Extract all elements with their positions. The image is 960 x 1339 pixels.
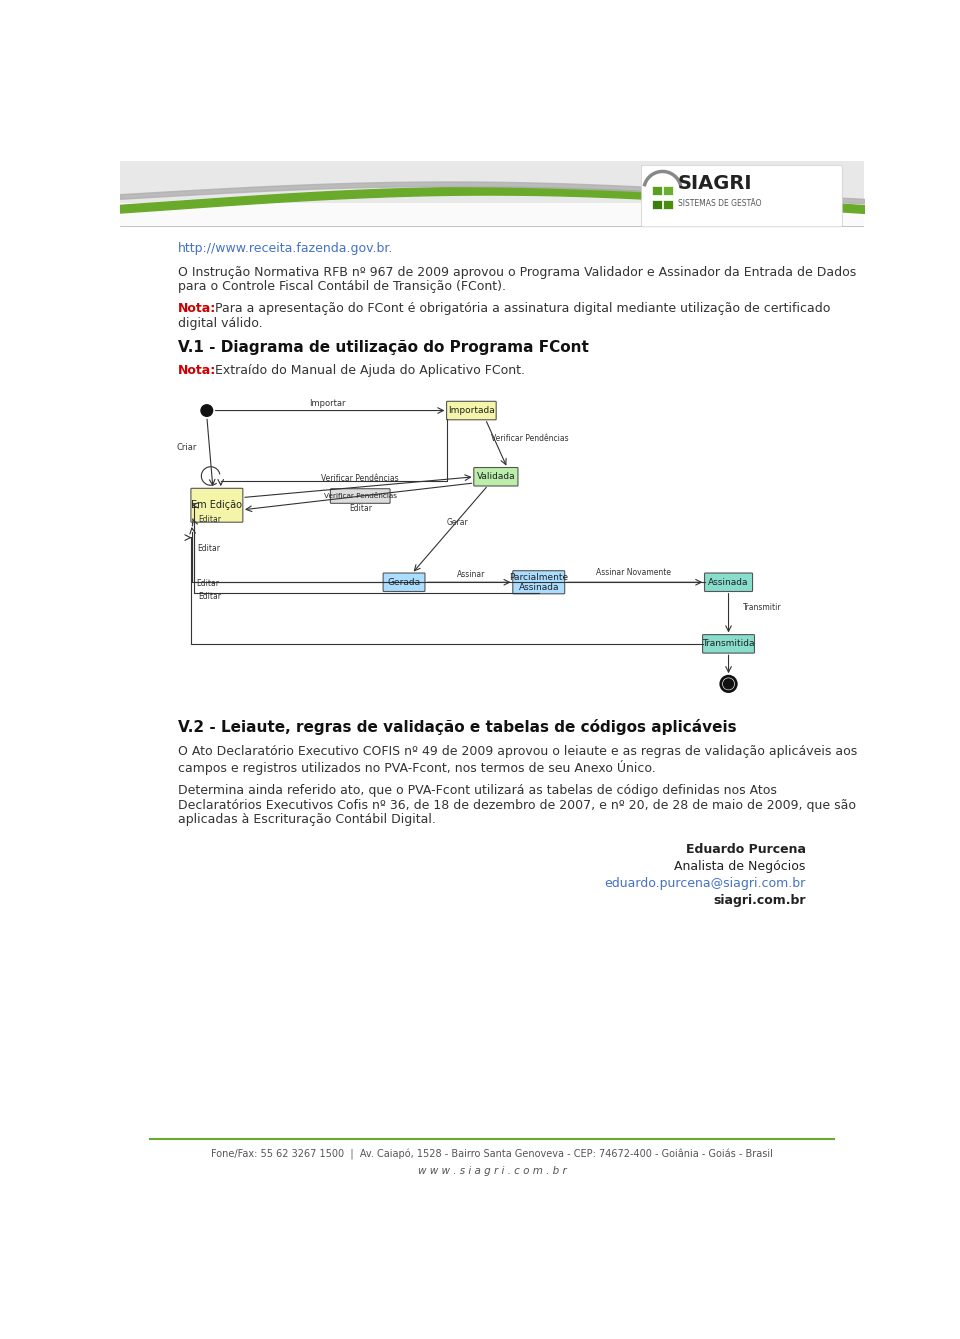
Text: Gerar: Gerar: [446, 518, 468, 526]
Text: para o Controle Fiscal Contábil de Transição (FCont).: para o Controle Fiscal Contábil de Trans…: [179, 280, 506, 293]
Text: SIAGRI: SIAGRI: [678, 174, 753, 193]
Text: eduardo.purcena@siagri.com.br: eduardo.purcena@siagri.com.br: [605, 877, 805, 890]
FancyBboxPatch shape: [446, 402, 496, 420]
FancyBboxPatch shape: [705, 573, 753, 592]
Text: aplicadas à Escrituração Contábil Digital.: aplicadas à Escrituração Contábil Digita…: [179, 813, 436, 826]
Text: Editar: Editar: [197, 545, 220, 553]
FancyBboxPatch shape: [474, 467, 518, 486]
Text: siagri.com.br: siagri.com.br: [713, 894, 805, 907]
Text: Editar: Editar: [348, 505, 372, 513]
Text: Assinar Novamente: Assinar Novamente: [596, 568, 671, 577]
Text: Eduardo Purcena: Eduardo Purcena: [685, 844, 805, 856]
FancyBboxPatch shape: [191, 489, 243, 522]
Bar: [653, 186, 661, 195]
Text: Transmitir: Transmitir: [742, 603, 781, 612]
Text: Assinada: Assinada: [708, 577, 749, 586]
Text: Verificar Pendências: Verificar Pendências: [324, 493, 396, 499]
FancyBboxPatch shape: [703, 635, 755, 653]
Text: Determina ainda referido ato, que o PVA-Fcont utilizará as tabelas de código def: Determina ainda referido ato, que o PVA-…: [179, 785, 777, 797]
Text: Fone/Fax: 55 62 3267 1500  |  Av. Caiapó, 1528 - Bairro Santa Genoveva - CEP: 74: Fone/Fax: 55 62 3267 1500 | Av. Caiapó, …: [211, 1149, 773, 1160]
Circle shape: [201, 404, 212, 416]
Text: http://www.receita.fazenda.gov.br.: http://www.receita.fazenda.gov.br.: [179, 241, 394, 254]
Text: O Ato Declaratório Executivo COFIS nº 49 de 2009 aprovou o leiaute e as regras d: O Ato Declaratório Executivo COFIS nº 49…: [179, 746, 857, 758]
FancyBboxPatch shape: [330, 489, 390, 503]
Bar: [120, 204, 864, 226]
Text: Nota:: Nota:: [179, 364, 216, 378]
Text: Importar: Importar: [309, 399, 346, 408]
Circle shape: [724, 679, 733, 688]
Text: Extraído do Manual de Ajuda do Aplicativo FCont.: Extraído do Manual de Ajuda do Aplicativ…: [210, 364, 525, 378]
Circle shape: [721, 676, 736, 692]
Text: V.2 - Leiaute, regras de validação e tabelas de códigos aplicáveis: V.2 - Leiaute, regras de validação e tab…: [179, 719, 736, 735]
Text: Editar: Editar: [196, 578, 219, 588]
Text: w w w . s i a g r i . c o m . b r: w w w . s i a g r i . c o m . b r: [418, 1165, 566, 1176]
Bar: [186, 386, 805, 702]
Text: Editar: Editar: [199, 592, 221, 601]
Text: SISTEMAS DE GESTÃO: SISTEMAS DE GESTÃO: [678, 200, 761, 209]
Text: Nota:: Nota:: [179, 303, 216, 316]
Bar: [120, 161, 864, 226]
FancyBboxPatch shape: [641, 165, 842, 226]
Text: O Instrução Normativa RFB nº 967 de 2009 aprovou o Programa Validador e Assinado: O Instrução Normativa RFB nº 967 de 2009…: [179, 266, 856, 279]
Text: Importada: Importada: [448, 406, 494, 415]
Text: Para a apresentação do FCont é obrigatória a assinatura digital mediante utiliza: Para a apresentação do FCont é obrigatór…: [210, 303, 830, 316]
FancyBboxPatch shape: [383, 573, 425, 592]
Text: Em Edição: Em Edição: [191, 501, 242, 510]
Bar: [663, 200, 673, 209]
Text: campos e registros utilizados no PVA-Fcont, nos termos de seu Anexo Único.: campos e registros utilizados no PVA-Fco…: [179, 761, 656, 775]
Text: Assinar: Assinar: [457, 570, 486, 578]
Text: Transmitida: Transmitida: [703, 639, 755, 648]
Text: Verificar Pendências: Verificar Pendências: [322, 474, 399, 482]
Text: Criar: Criar: [177, 443, 197, 451]
FancyBboxPatch shape: [513, 570, 564, 593]
Text: Gerada: Gerada: [388, 577, 420, 586]
Text: Parcialmente
Assinada: Parcialmente Assinada: [509, 573, 568, 592]
Text: V.1 - Diagrama de utilização do Programa FCont: V.1 - Diagrama de utilização do Programa…: [179, 340, 589, 355]
Text: Verificar Pendências: Verificar Pendências: [491, 434, 568, 443]
Text: Declaratórios Executivos Cofis nº 36, de 18 de dezembro de 2007, e nº 20, de 28 : Declaratórios Executivos Cofis nº 36, de…: [179, 798, 856, 811]
Text: Analista de Negócios: Analista de Negócios: [675, 860, 805, 873]
Text: Validada: Validada: [476, 473, 516, 481]
Bar: [663, 186, 673, 195]
Text: digital válido.: digital válido.: [179, 316, 263, 329]
Bar: [653, 200, 661, 209]
Text: Editar: Editar: [199, 516, 221, 524]
